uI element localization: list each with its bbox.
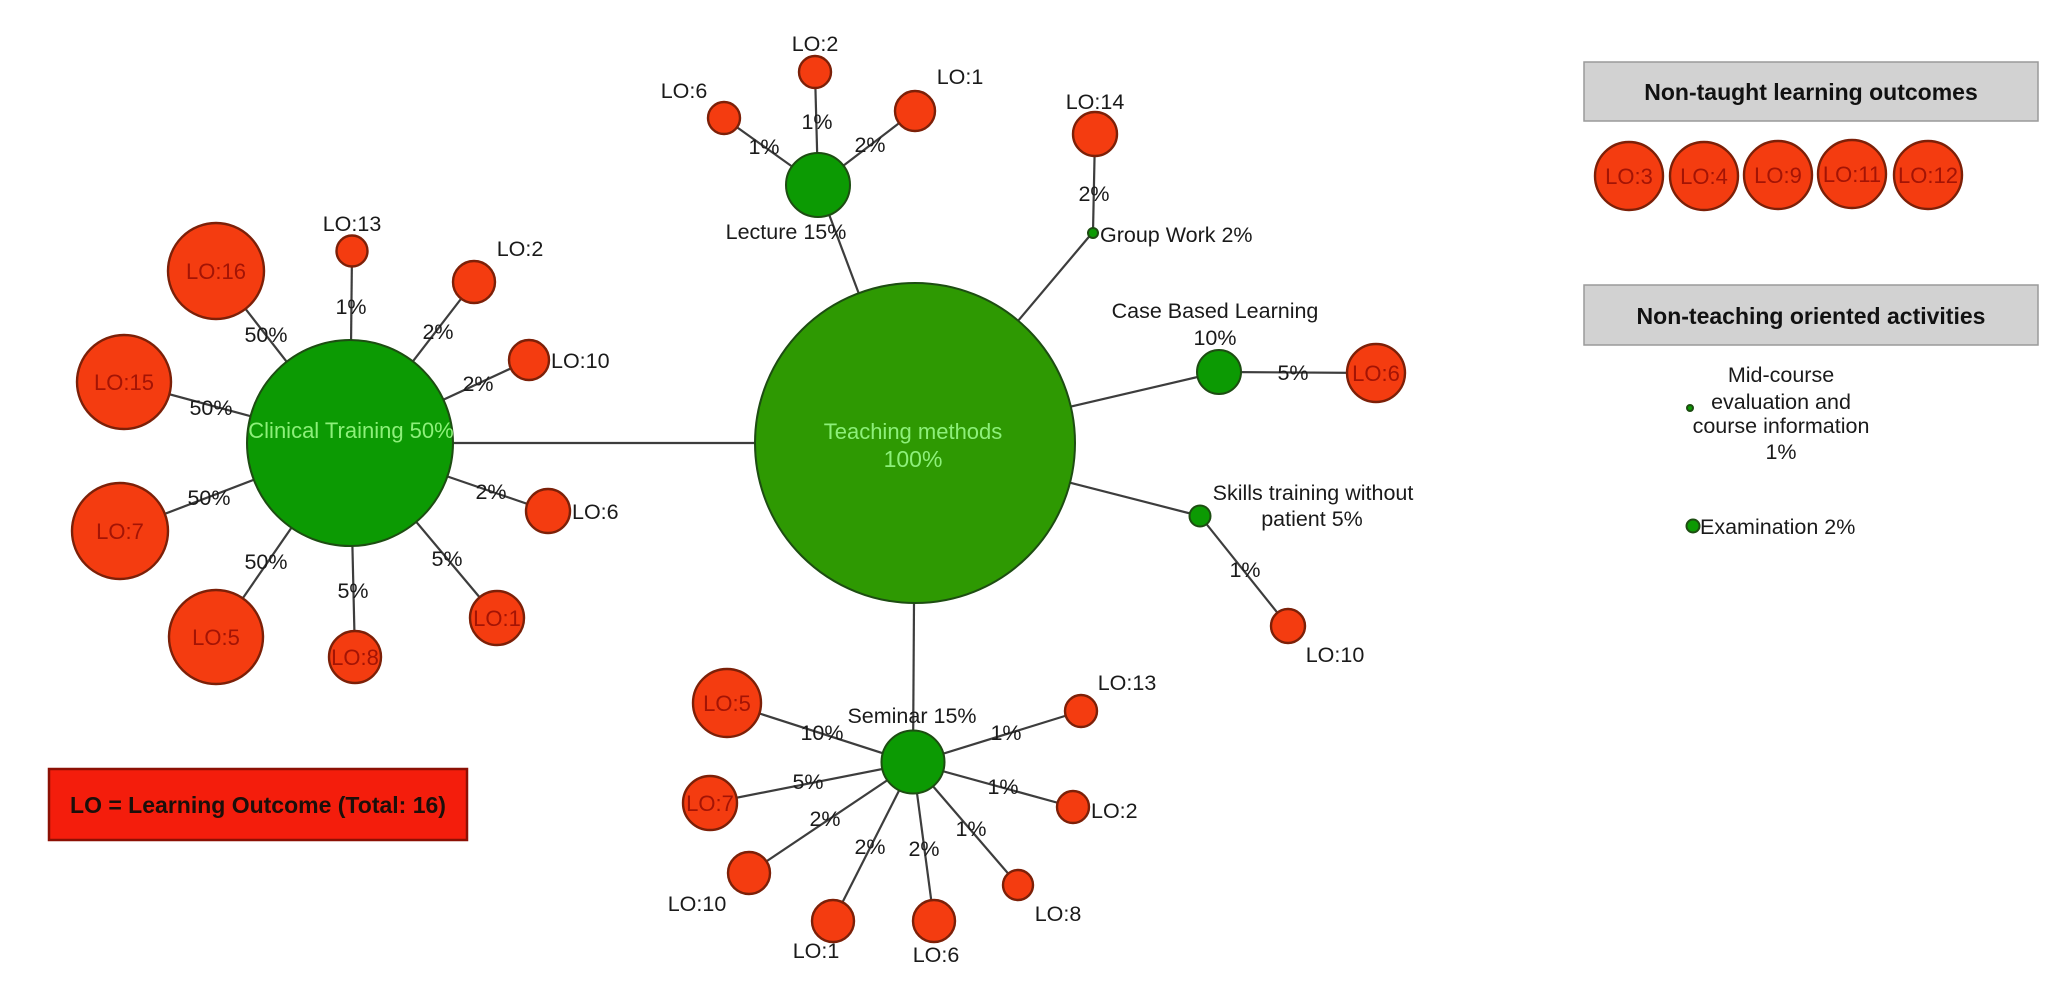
svg-text:LO:10: LO:10	[551, 349, 610, 373]
svg-text:LO:1: LO:1	[793, 939, 840, 963]
svg-text:Skills training without: Skills training without	[1213, 481, 1414, 505]
svg-text:LO:6: LO:6	[913, 943, 960, 967]
svg-text:1%: 1%	[1765, 440, 1796, 464]
svg-text:2%: 2%	[908, 837, 939, 861]
svg-text:LO:9: LO:9	[1754, 163, 1802, 188]
svg-text:2%: 2%	[422, 320, 453, 344]
svg-text:LO:14: LO:14	[1066, 90, 1125, 114]
svg-text:LO:16: LO:16	[186, 259, 246, 284]
svg-text:LO:3: LO:3	[1605, 164, 1653, 189]
svg-text:LO:4: LO:4	[1680, 164, 1728, 189]
svg-text:50%: 50%	[187, 486, 230, 510]
svg-text:2%: 2%	[854, 133, 885, 157]
svg-text:LO:6: LO:6	[572, 500, 619, 524]
svg-text:2%: 2%	[462, 372, 493, 396]
svg-text:1%: 1%	[955, 817, 986, 841]
svg-text:50%: 50%	[189, 396, 232, 420]
svg-text:Clinical Training 50%: Clinical Training 50%	[248, 418, 453, 443]
svg-text:50%: 50%	[244, 550, 287, 574]
svg-text:LO:8: LO:8	[331, 645, 379, 670]
svg-text:Non-taught learning outcomes: Non-taught learning outcomes	[1644, 79, 1978, 105]
svg-text:LO:5: LO:5	[192, 625, 240, 650]
svg-text:LO:1: LO:1	[473, 606, 521, 631]
svg-text:Seminar 15%: Seminar 15%	[847, 704, 976, 728]
svg-text:Examination 2%: Examination 2%	[1700, 515, 1855, 539]
svg-text:LO:10: LO:10	[668, 892, 727, 916]
svg-text:Non-teaching oriented activiti: Non-teaching oriented activities	[1637, 303, 1986, 329]
svg-text:LO:10: LO:10	[1306, 643, 1365, 667]
svg-text:course information: course information	[1693, 414, 1870, 438]
svg-text:LO:2: LO:2	[1091, 799, 1138, 823]
svg-text:LO:6: LO:6	[661, 79, 708, 103]
svg-text:Case Based Learning: Case Based Learning	[1112, 299, 1319, 323]
svg-text:Mid-course: Mid-course	[1728, 363, 1834, 387]
svg-text:5%: 5%	[1277, 361, 1308, 385]
svg-text:1%: 1%	[335, 295, 366, 319]
svg-text:LO:1: LO:1	[937, 65, 984, 89]
svg-text:LO:5: LO:5	[703, 691, 751, 716]
svg-text:LO:7: LO:7	[96, 519, 144, 544]
svg-text:LO:13: LO:13	[1098, 671, 1157, 695]
svg-text:2%: 2%	[854, 835, 885, 859]
svg-text:LO:15: LO:15	[94, 370, 154, 395]
svg-text:5%: 5%	[792, 770, 823, 794]
svg-text:2%: 2%	[809, 807, 840, 831]
svg-text:50%: 50%	[244, 323, 287, 347]
svg-text:LO:7: LO:7	[686, 791, 734, 816]
svg-text:1%: 1%	[990, 721, 1021, 745]
svg-text:10%: 10%	[800, 721, 843, 745]
svg-text:100%: 100%	[884, 446, 943, 472]
svg-text:patient 5%: patient 5%	[1261, 507, 1363, 531]
svg-text:1%: 1%	[748, 135, 779, 159]
svg-text:evaluation and: evaluation and	[1711, 390, 1851, 414]
svg-text:Lecture 15%: Lecture 15%	[726, 220, 847, 244]
svg-text:1%: 1%	[987, 775, 1018, 799]
svg-text:2%: 2%	[1078, 182, 1109, 206]
svg-text:LO:13: LO:13	[323, 212, 382, 236]
svg-text:LO:12: LO:12	[1898, 163, 1958, 188]
svg-text:LO:11: LO:11	[1823, 162, 1881, 187]
svg-text:Group Work 2%: Group Work 2%	[1100, 223, 1253, 247]
svg-text:2%: 2%	[475, 480, 506, 504]
svg-text:LO:8: LO:8	[1035, 902, 1082, 926]
svg-text:5%: 5%	[337, 579, 368, 603]
svg-text:LO:2: LO:2	[792, 32, 839, 56]
svg-text:10%: 10%	[1193, 326, 1236, 350]
svg-text:5%: 5%	[431, 547, 462, 571]
svg-text:1%: 1%	[1229, 558, 1260, 582]
svg-text:LO:6: LO:6	[1352, 361, 1400, 386]
svg-text:Teaching methods: Teaching methods	[824, 419, 1003, 444]
svg-text:LO:2: LO:2	[497, 237, 544, 261]
svg-text:LO = Learning Outcome (Total:: LO = Learning Outcome (Total: 16)	[70, 792, 446, 818]
svg-text:1%: 1%	[801, 110, 832, 134]
